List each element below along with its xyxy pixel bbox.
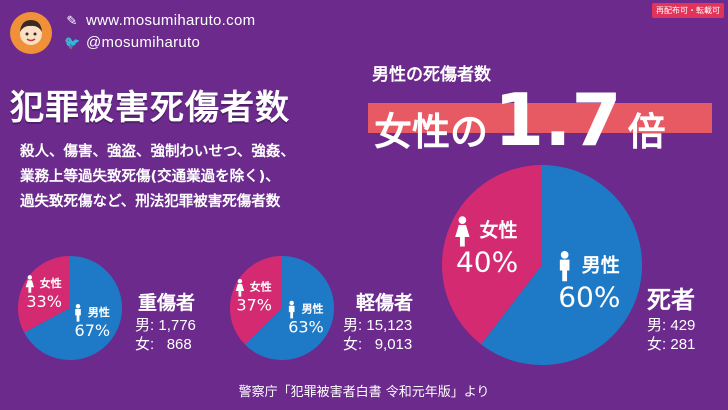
male-stat-label: 男 — [343, 317, 359, 334]
female-stat-value: 281 — [670, 336, 696, 353]
page-title: 犯罪被害死傷者数 — [10, 88, 290, 128]
headline-subtitle: 男性の死傷者数 — [372, 65, 491, 85]
headline-number: 1.7 — [494, 78, 622, 162]
pie-slice-male — [24, 256, 123, 361]
chart-title-deaths: 死者 — [647, 286, 695, 314]
description-line: 業務上等過失致死傷(交通業過を除く)、 — [20, 169, 280, 185]
female-person-icon — [25, 275, 35, 293]
deaths-stats: 男: 429 女: 281 — [647, 317, 696, 353]
pie-label-female: 女性 — [250, 280, 272, 294]
pie-label-male: 男性 — [582, 253, 620, 276]
pie-slice-female — [230, 256, 282, 345]
website-link[interactable]: ✎ www.mosumiharuto.com — [64, 12, 255, 29]
male-person-icon — [75, 304, 81, 322]
pie-slice-female — [18, 256, 71, 333]
pie-slice-female — [441, 165, 542, 345]
twitter-bird-icon: 🐦 — [64, 35, 81, 50]
pie-label-male: 男性 — [88, 305, 110, 319]
description-line: 殺人、傷害、強盗、強制わいせつ、強姦、 — [20, 144, 295, 160]
avatar-face-icon — [20, 20, 42, 45]
male-person-icon — [288, 300, 295, 319]
female-stat-label: 女 — [343, 336, 359, 353]
redistribution-badge: 再配布可・転載可 — [652, 3, 724, 18]
pie-label-female: 女性 — [40, 276, 62, 290]
pie-label-female: 女性 — [479, 219, 517, 242]
headline-suffix: 倍 — [627, 110, 666, 154]
male-stat-value: 15,123 — [366, 317, 413, 334]
pie-percent-female: 40% — [456, 246, 518, 279]
chart-title-serious-injury: 重傷者 — [138, 292, 196, 314]
avatar — [10, 12, 52, 54]
pie-label-male: 男性 — [302, 301, 324, 315]
source-note: 警察庁「犯罪被害者白書 令和元年版」より — [238, 385, 490, 400]
light-stats: 男: 15,123 女: 9,013 — [343, 317, 413, 353]
serious-stats: 男: 1,776 女: 868 — [135, 317, 196, 353]
pie-percent-male: 67% — [75, 321, 111, 340]
female-person-icon — [455, 216, 470, 247]
male-stat-label: 男 — [647, 317, 663, 334]
pie-percent-male: 60% — [558, 280, 620, 313]
female-stat-label: 女 — [647, 336, 663, 353]
male-stat-label: 男 — [135, 317, 151, 334]
female-stat-value: 868 — [166, 336, 192, 353]
pie-percent-female: 33% — [26, 292, 62, 311]
pie-percent-female: 37% — [236, 296, 272, 315]
pie-percent-male: 63% — [288, 317, 324, 336]
twitter-link[interactable]: 🐦 @mosumiharuto — [64, 34, 201, 51]
female-stat-value: 9,013 — [374, 336, 413, 353]
male-stat-value: 1,776 — [158, 317, 196, 334]
description-line: 過失致死傷など、刑法犯罪被害死傷者数 — [20, 194, 281, 210]
headline: 女性の1.7 倍 — [374, 78, 666, 162]
female-person-icon — [235, 278, 245, 297]
headline-highlight-bar — [368, 103, 712, 133]
description: 殺人、傷害、強盗、強制わいせつ、強姦、 業務上等過失致死傷(交通業過を除く)、 … — [20, 140, 380, 215]
chart-title-light-injury: 軽傷者 — [356, 292, 414, 314]
headline-prefix: 女性の — [374, 110, 489, 154]
male-stat-value: 429 — [670, 317, 696, 334]
blog-icon: ✎ — [66, 13, 78, 28]
female-stat-label: 女 — [135, 336, 151, 353]
